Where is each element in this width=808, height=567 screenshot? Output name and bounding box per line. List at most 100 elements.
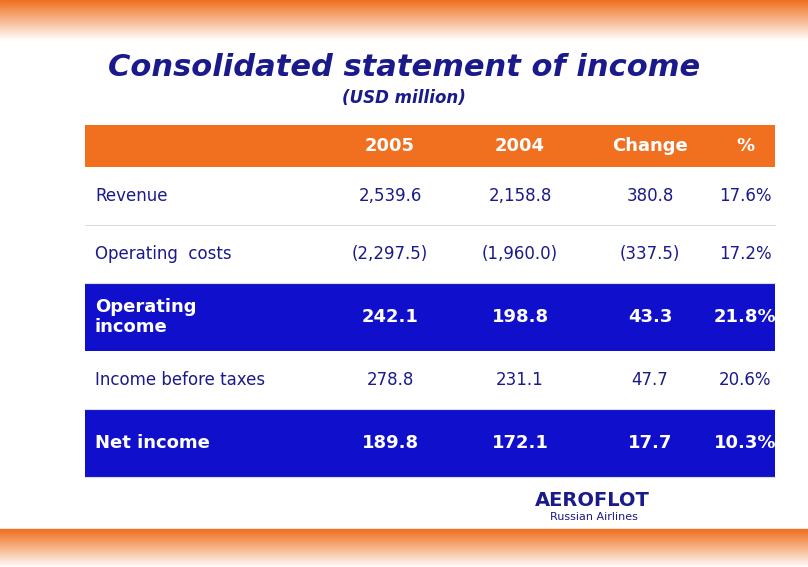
Bar	[0, 556, 808, 557]
Bar	[0, 11, 808, 12]
Bar	[0, 558, 808, 559]
Bar	[0, 21, 808, 22]
Bar	[0, 546, 808, 547]
Bar	[0, 12, 808, 13]
Text: 380.8: 380.8	[626, 187, 674, 205]
Bar	[0, 4, 808, 5]
Bar	[0, 555, 808, 556]
Text: 242.1: 242.1	[361, 308, 419, 326]
Text: AEROFLOT: AEROFLOT	[535, 490, 650, 510]
Text: (USD million): (USD million)	[342, 89, 466, 107]
Text: Russian Airlines: Russian Airlines	[550, 512, 638, 522]
Bar	[0, 535, 808, 536]
Bar	[0, 0, 808, 1]
Bar	[85, 409, 775, 477]
Bar	[85, 225, 775, 283]
Bar	[0, 540, 808, 541]
Bar	[0, 34, 808, 35]
Bar	[0, 529, 808, 530]
Bar	[0, 5, 808, 6]
Bar	[0, 31, 808, 32]
Bar	[0, 33, 808, 34]
Bar	[0, 37, 808, 38]
Bar	[0, 559, 808, 560]
Text: Net income: Net income	[95, 434, 210, 452]
Bar	[0, 562, 808, 563]
Bar	[0, 566, 808, 567]
Bar	[0, 538, 808, 539]
Bar	[0, 541, 808, 542]
Text: 2005: 2005	[365, 137, 415, 155]
Text: 21.8%: 21.8%	[713, 308, 776, 326]
Bar	[0, 534, 808, 535]
Bar	[0, 27, 808, 28]
Bar	[0, 35, 808, 36]
Text: 17.6%: 17.6%	[719, 187, 772, 205]
Bar	[0, 6, 808, 7]
Text: (1,960.0): (1,960.0)	[482, 245, 558, 263]
Bar	[0, 16, 808, 17]
Text: Operating  costs: Operating costs	[95, 245, 232, 263]
Bar	[85, 283, 775, 351]
Bar	[0, 13, 808, 14]
Text: 278.8: 278.8	[366, 371, 414, 389]
Bar	[0, 557, 808, 558]
Text: Revenue: Revenue	[95, 187, 167, 205]
Bar	[0, 20, 808, 21]
Bar	[0, 560, 808, 561]
Bar	[0, 9, 808, 10]
Bar	[0, 10, 808, 11]
Text: 189.8: 189.8	[361, 434, 419, 452]
Bar	[0, 32, 808, 33]
Bar	[0, 564, 808, 565]
Bar	[0, 565, 808, 566]
Bar	[85, 167, 775, 225]
Text: (2,297.5): (2,297.5)	[351, 245, 428, 263]
Bar	[0, 545, 808, 546]
Text: Consolidated statement of income: Consolidated statement of income	[108, 53, 700, 83]
Bar	[0, 543, 808, 544]
Bar	[0, 1, 808, 2]
Text: 43.3: 43.3	[628, 308, 672, 326]
Bar	[0, 36, 808, 37]
Bar	[0, 536, 808, 537]
Text: Operating
income: Operating income	[95, 298, 196, 336]
Text: 20.6%: 20.6%	[719, 371, 772, 389]
Bar	[0, 2, 808, 3]
Bar	[0, 3, 808, 4]
Bar	[85, 351, 775, 409]
Bar	[0, 547, 808, 548]
Text: %: %	[736, 137, 754, 155]
Text: 10.3%: 10.3%	[713, 434, 776, 452]
Bar	[0, 8, 808, 9]
Text: 17.2%: 17.2%	[718, 245, 772, 263]
Text: 172.1: 172.1	[491, 434, 549, 452]
Bar	[0, 550, 808, 551]
Bar	[0, 38, 808, 39]
Bar	[0, 542, 808, 543]
Bar	[0, 533, 808, 534]
Bar	[0, 549, 808, 550]
Bar	[0, 29, 808, 30]
Bar	[0, 25, 808, 26]
Bar	[0, 551, 808, 552]
Bar	[0, 554, 808, 555]
Bar	[0, 24, 808, 25]
Text: 2,158.8: 2,158.8	[488, 187, 552, 205]
Bar	[0, 548, 808, 549]
Bar	[0, 17, 808, 18]
Bar	[0, 537, 808, 538]
Bar	[0, 19, 808, 20]
Text: Income before taxes: Income before taxes	[95, 371, 265, 389]
Bar	[0, 14, 808, 15]
Bar	[0, 563, 808, 564]
Text: (337.5): (337.5)	[620, 245, 680, 263]
Bar	[0, 22, 808, 23]
Bar	[0, 15, 808, 16]
Text: 47.7: 47.7	[632, 371, 668, 389]
Text: 198.8: 198.8	[491, 308, 549, 326]
Bar	[0, 26, 808, 27]
Bar	[0, 531, 808, 532]
Bar	[0, 561, 808, 562]
Bar	[0, 544, 808, 545]
